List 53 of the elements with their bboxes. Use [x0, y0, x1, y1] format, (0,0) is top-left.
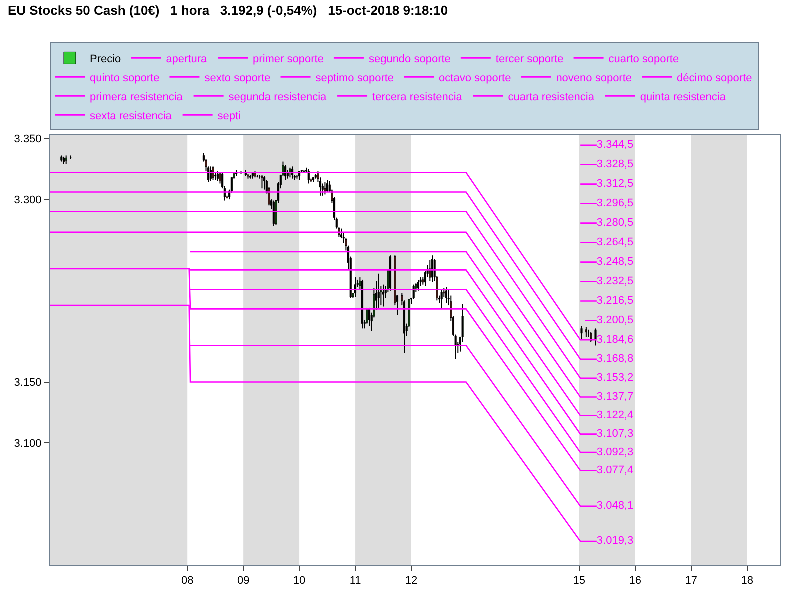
legend-label: octavo soporte	[439, 72, 512, 84]
legend-label: quinta resistencia	[640, 91, 727, 104]
data-label: 3.153,2	[596, 372, 634, 384]
x-tick-label: 17	[685, 575, 698, 588]
legend-label: Precio	[90, 53, 122, 66]
legend-label: primera resistencia	[90, 91, 184, 104]
legend-label: tercer soporte	[496, 53, 564, 66]
data-label: 3.344,5	[596, 139, 634, 152]
chart-title: EU Stocks 50 Cash (10€) 1 hora 3.192,9 (-0,54%) 15-oct-2018 9:18:10	[8, 3, 448, 18]
data-label: 3.019,3	[596, 535, 634, 548]
data-label: 3.328,5	[596, 158, 634, 171]
data-label: 3.248,5	[596, 256, 634, 268]
legend-label: quinto soporte	[90, 72, 160, 84]
y-tick-label: 3.300	[14, 194, 42, 206]
x-tick-label: 11	[350, 575, 362, 588]
legend-label: cuarto soporte	[608, 53, 680, 66]
legend-label: septimo soporte	[316, 72, 394, 84]
legend-label: décimo soporte	[677, 72, 752, 84]
data-label: 3.280,5	[596, 217, 634, 230]
data-label: 3.107,3	[596, 428, 634, 440]
legend-label: noveno soporte	[556, 72, 632, 84]
legend-label: sexta resistencia	[90, 110, 173, 122]
x-tick-label: 15	[573, 575, 586, 588]
data-label: 3.077,4	[596, 464, 634, 476]
y-tick-label: 3.100	[14, 438, 42, 450]
data-label: 3.092,3	[596, 446, 634, 458]
legend-label: cuarta resistencia	[508, 91, 596, 104]
legend-label: sexto soporte	[204, 72, 271, 84]
data-label: 3.168,8	[596, 353, 634, 366]
y-tick-label: 3.350	[14, 134, 42, 146]
data-label: 3.200,5	[596, 314, 634, 327]
x-tick-label: 10	[293, 575, 306, 588]
legend-label: primer soporte	[253, 53, 324, 66]
data-label: 3.184,6	[596, 334, 634, 346]
x-tick-label: 18	[741, 575, 754, 588]
data-label: 3.048,1	[596, 500, 634, 512]
y-tick-label: 3.150	[14, 377, 42, 390]
data-label: 3.122,4	[596, 410, 634, 422]
x-tick-label: 12	[405, 575, 418, 588]
legend-label: tercera resistencia	[372, 91, 464, 104]
x-tick-label: 08	[181, 575, 194, 588]
data-label: 3.232,5	[596, 276, 634, 288]
data-label: 3.216,5	[596, 295, 634, 308]
data-label: 3.312,5	[596, 178, 634, 190]
legend-label: segunda resistencia	[228, 91, 328, 104]
data-label: 3.137,7	[596, 391, 634, 404]
data-label: 3.264,5	[596, 236, 634, 249]
x-tick-label: 09	[237, 575, 250, 588]
x-tick-label: 16	[629, 575, 642, 588]
legend-label: apertura	[166, 53, 208, 66]
legend-label: septi	[218, 110, 242, 122]
legend-label: segundo soporte	[368, 53, 451, 66]
data-label: 3.296,5	[596, 198, 634, 210]
